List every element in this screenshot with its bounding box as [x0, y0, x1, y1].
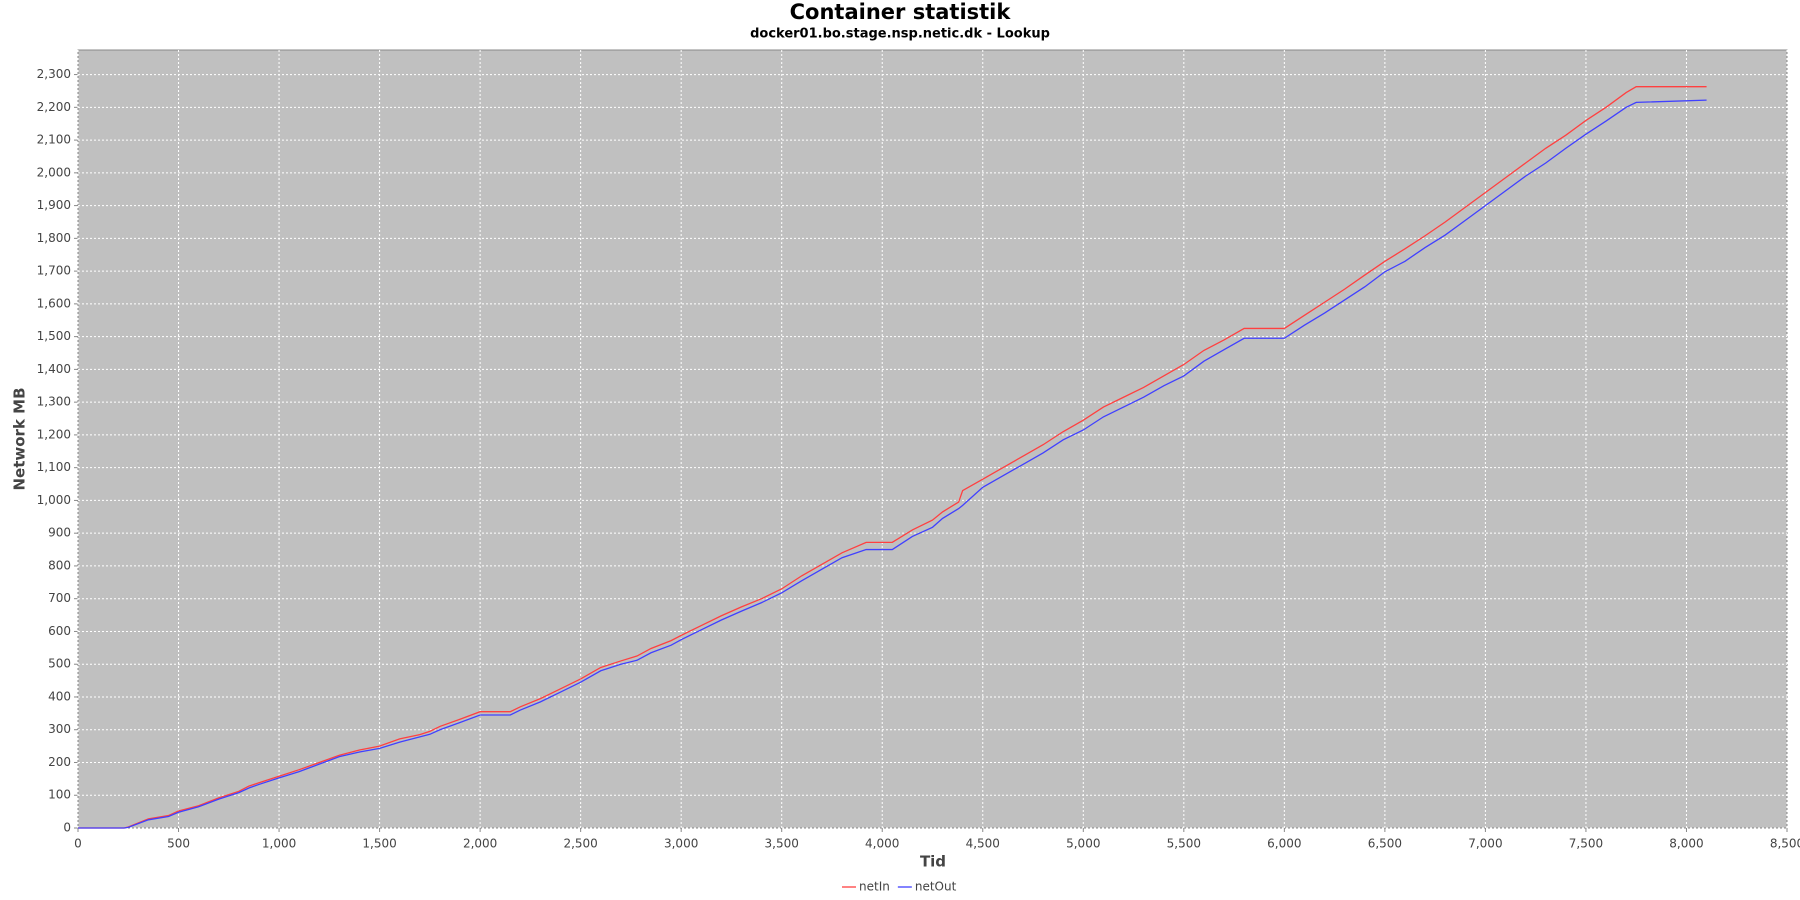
chart-subtitle: docker01.bo.stage.nsp.netic.dk - Lookup [750, 27, 1050, 42]
y-tick-label: 600 [48, 624, 71, 638]
chart-title: Container statistik [790, 0, 1012, 24]
y-tick-label: 200 [48, 755, 71, 769]
y-tick-label: 1,200 [37, 427, 71, 441]
y-tick-label: 0 [63, 821, 71, 835]
y-tick-label: 1,600 [37, 296, 71, 310]
y-tick-label: 2,000 [37, 165, 71, 179]
x-tick-label: 8,000 [1669, 837, 1703, 851]
x-tick-label: 7,500 [1569, 837, 1603, 851]
x-tick-label: 5,000 [1066, 837, 1100, 851]
x-tick-label: 6,000 [1267, 837, 1301, 851]
y-tick-label: 100 [48, 788, 71, 802]
plot-area [77, 49, 1788, 829]
y-tick-label: 2,300 [37, 67, 71, 81]
x-tick-label: 2,000 [463, 837, 497, 851]
y-tick-label: 1,900 [37, 198, 71, 212]
y-tick-label: 1,500 [37, 329, 71, 343]
x-tick-label: 5,500 [1167, 837, 1201, 851]
y-tick-label: 700 [48, 591, 71, 605]
y-tick-label: 400 [48, 689, 71, 703]
y-tick-label: 2,200 [37, 100, 71, 114]
x-tick-label: 6,500 [1368, 837, 1402, 851]
x-tick-label: 1,000 [262, 837, 296, 851]
y-tick-label: 1,800 [37, 231, 71, 245]
legend-label: netIn [859, 880, 890, 894]
x-tick-label: 7,000 [1468, 837, 1502, 851]
x-tick-label: 2,500 [563, 837, 597, 851]
data-line [78, 99, 1707, 829]
legend-label: netOut [915, 880, 957, 894]
x-tick-label: 4,000 [865, 837, 899, 851]
y-tick-label: 1,700 [37, 264, 71, 278]
data-line [78, 86, 1707, 829]
y-tick-label: 900 [48, 526, 71, 540]
y-tick-label: 1,400 [37, 362, 71, 376]
y-tick-label: 500 [48, 657, 71, 671]
y-tick-label: 1,100 [37, 460, 71, 474]
x-tick-label: 3,000 [664, 837, 698, 851]
x-tick-label: 3,500 [765, 837, 799, 851]
x-tick-label: 4,500 [966, 837, 1000, 851]
y-tick-label: 1,300 [37, 395, 71, 409]
y-tick-label: 300 [48, 722, 71, 736]
x-axis-label: Tid [920, 853, 946, 871]
y-tick-label: 2,100 [37, 133, 71, 147]
y-axis-label: Network MB [11, 387, 29, 490]
y-tick-label: 800 [48, 558, 71, 572]
y-tick-label: 1,000 [37, 493, 71, 507]
x-tick-label: 500 [167, 837, 190, 851]
x-tick-label: 8,500 [1770, 837, 1800, 851]
x-tick-label: 0 [74, 837, 82, 851]
x-tick-label: 1,500 [362, 837, 396, 851]
